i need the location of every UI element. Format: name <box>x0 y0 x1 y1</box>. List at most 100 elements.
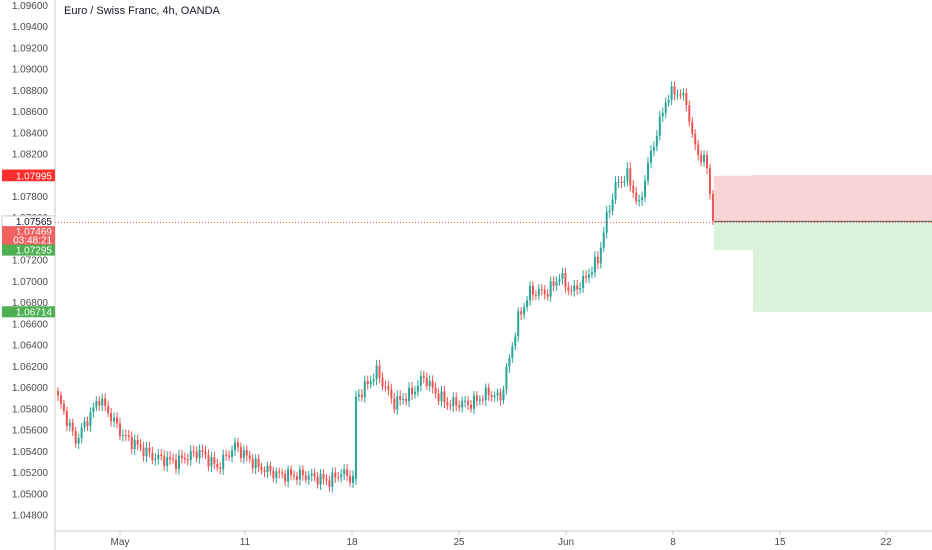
candle-body <box>266 465 269 473</box>
candle <box>431 375 434 394</box>
candle <box>478 395 481 406</box>
candle-body <box>372 379 375 382</box>
candle <box>381 372 384 391</box>
time-tick-label: 25 <box>453 537 465 548</box>
candle <box>564 267 567 294</box>
candle-body <box>378 365 381 378</box>
candle-body <box>449 405 452 407</box>
candle <box>142 441 145 462</box>
candle-body <box>278 471 281 473</box>
candle <box>576 279 579 296</box>
candle <box>65 406 68 432</box>
price-tag-price: 1.07469 <box>2 226 55 238</box>
candle <box>151 446 154 465</box>
candle-body <box>387 386 390 390</box>
candle-body <box>691 121 694 134</box>
candle <box>210 451 213 473</box>
price-tag-bg <box>2 306 55 318</box>
price-tick-label: 1.09200 <box>12 43 49 54</box>
candle <box>623 175 626 188</box>
candle-body <box>110 413 113 422</box>
candle <box>422 370 425 384</box>
candle-body <box>464 400 467 402</box>
candle-body <box>254 458 257 469</box>
candle-body <box>402 398 405 400</box>
candle-body <box>295 476 298 480</box>
candle-body <box>77 437 80 444</box>
candle <box>588 268 590 283</box>
candle <box>216 458 219 472</box>
candle-body <box>307 475 310 480</box>
candle-body <box>319 474 322 485</box>
candle <box>86 416 89 431</box>
candle <box>540 284 543 296</box>
candle-body <box>263 470 266 473</box>
candle-body <box>652 146 655 151</box>
candle <box>121 429 124 442</box>
candle <box>204 446 207 460</box>
candle-body <box>354 396 357 479</box>
candle-body <box>434 387 437 394</box>
candle-body <box>59 395 62 404</box>
candle <box>269 461 272 476</box>
candle-body <box>552 281 555 286</box>
candle <box>163 450 166 471</box>
candle-body <box>57 391 59 396</box>
candle-body <box>419 376 422 386</box>
candle-body <box>287 469 290 482</box>
candle <box>502 385 505 405</box>
price-tick-label: 1.06600 <box>12 319 49 330</box>
candle <box>372 373 375 386</box>
candle-body <box>549 281 552 297</box>
candle <box>251 454 254 474</box>
candle-body <box>396 396 399 410</box>
candle <box>443 386 446 409</box>
candle <box>508 354 511 373</box>
candle <box>647 157 649 186</box>
price-tick-label: 1.04800 <box>12 511 49 522</box>
candle-body <box>499 392 502 401</box>
candle-body <box>284 473 287 482</box>
candle-body <box>523 307 526 315</box>
candle-body <box>83 421 86 428</box>
candle-body <box>599 247 602 264</box>
candle <box>180 449 183 464</box>
candle-body <box>281 472 284 474</box>
candle-body <box>121 435 124 437</box>
candle <box>298 465 301 486</box>
price-tag-label: 1.07995 <box>16 171 53 182</box>
candle <box>629 162 632 192</box>
price-tag-bg <box>2 234 55 246</box>
candle <box>293 470 295 481</box>
candle <box>346 463 349 482</box>
candle-body <box>452 397 455 407</box>
candle <box>413 385 416 399</box>
candle-body <box>104 398 107 406</box>
candle-body <box>493 395 496 397</box>
candle-body <box>343 469 346 475</box>
candle-body <box>534 294 537 296</box>
candle-body <box>520 311 523 315</box>
candle-body <box>529 286 531 301</box>
candle <box>658 110 661 141</box>
candle-body <box>508 357 511 367</box>
candle-body <box>304 475 307 480</box>
candle-body <box>62 403 65 411</box>
candle-body <box>113 417 116 422</box>
candle <box>599 241 602 269</box>
time-axis[interactable]: May 11 18 25 Jun 8 15 22 <box>111 531 892 548</box>
candle <box>475 391 478 407</box>
candle <box>390 383 393 404</box>
candle <box>496 388 499 402</box>
candle <box>605 206 608 239</box>
candle-body <box>118 423 121 436</box>
candle <box>632 180 635 198</box>
candle <box>505 363 508 395</box>
candle <box>558 273 561 286</box>
candle-body <box>172 459 175 461</box>
candle <box>652 141 655 157</box>
price-tick-label: 1.05000 <box>12 489 49 500</box>
candle <box>570 285 573 296</box>
candle-body <box>703 154 706 162</box>
